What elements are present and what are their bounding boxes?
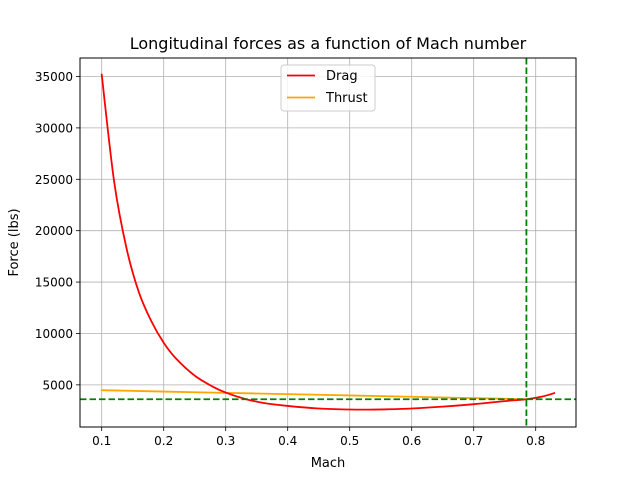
legend: Drag Thrust bbox=[280, 64, 376, 112]
y-tick-label: 5000 bbox=[42, 378, 73, 392]
series-line-drag bbox=[100, 73, 556, 411]
chart-title: Longitudinal forces as a function of Mac… bbox=[130, 34, 527, 53]
axis-ticks: 0.1 0.2 0.3 0.4 0.5 0.6 0.7 0.8 5000 10000 15000 20… bbox=[35, 70, 545, 448]
plot-lines bbox=[80, 58, 576, 427]
x-tick-label: 0.6 bbox=[402, 434, 421, 448]
x-tick-label: 0.3 bbox=[216, 434, 235, 448]
legend-label-thrust: Thrust bbox=[325, 91, 368, 106]
x-tick-label: 0.4 bbox=[278, 434, 297, 448]
y-tick-label: 25000 bbox=[35, 173, 73, 187]
series-line-thrust bbox=[100, 389, 528, 401]
y-tick-label: 15000 bbox=[35, 276, 73, 290]
x-tick-label: 0.8 bbox=[526, 434, 545, 448]
y-tick-label: 10000 bbox=[35, 327, 73, 341]
x-tick-label: 0.7 bbox=[464, 434, 483, 448]
x-tick-label: 0.1 bbox=[92, 434, 111, 448]
x-tick-label: 0.2 bbox=[154, 434, 173, 448]
y-tick-label: 20000 bbox=[35, 224, 73, 238]
x-axis-label: Mach bbox=[311, 456, 346, 471]
y-axis-label: Force (lbs) bbox=[7, 208, 22, 276]
x-tick-label: 0.5 bbox=[340, 434, 359, 448]
legend-box bbox=[280, 64, 376, 112]
y-tick-label: 30000 bbox=[35, 121, 73, 135]
legend-label-drag: Drag bbox=[326, 69, 358, 84]
y-tick-label: 35000 bbox=[35, 70, 73, 84]
axes-frame bbox=[79, 57, 577, 428]
